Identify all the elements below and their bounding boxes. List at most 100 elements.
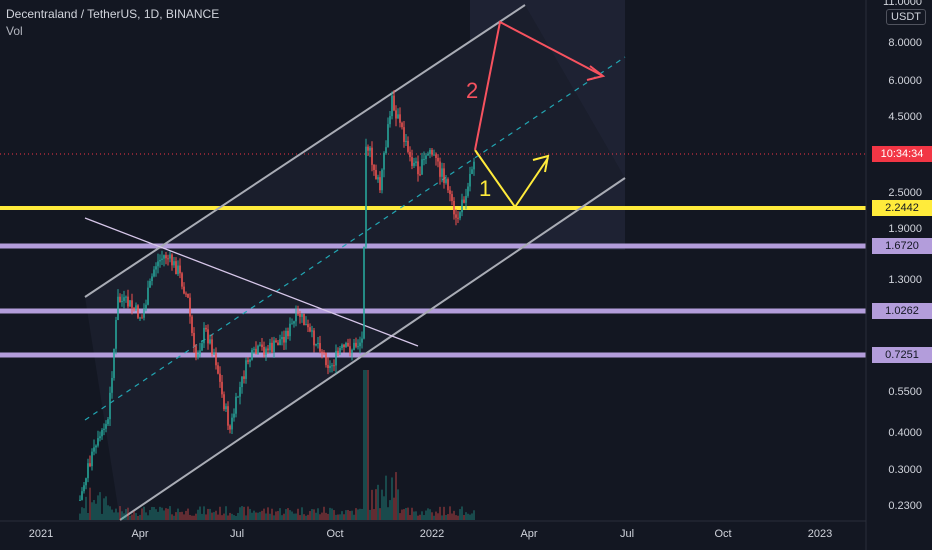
candle-body [95, 445, 97, 448]
volume-bar [421, 511, 423, 520]
candle-body [135, 305, 137, 310]
volume-bar [307, 514, 309, 520]
candle-body [125, 296, 127, 298]
volume-bar [131, 514, 133, 520]
candle-body [117, 296, 119, 321]
candle-body [109, 392, 111, 420]
candle-body [403, 127, 405, 142]
candle-body [141, 317, 143, 319]
candle-body [383, 153, 385, 170]
volume-bar [125, 509, 127, 520]
candle-body [393, 95, 395, 111]
price-tick: 0.3000 [888, 464, 922, 476]
currency-button[interactable]: USDT [886, 9, 926, 25]
scenario-2-path[interactable] [474, 20, 604, 151]
candle-body [197, 354, 199, 358]
candle-body [323, 352, 325, 354]
volume-bar [187, 508, 189, 520]
candle-body [233, 413, 235, 418]
volume-bar [127, 507, 129, 520]
downtrend-line[interactable] [84, 217, 419, 347]
volume-bar [165, 508, 167, 520]
candle-body [225, 406, 227, 410]
volume-bar [123, 513, 125, 520]
volume-bar [237, 512, 239, 520]
candle-body [315, 343, 317, 346]
volume-bar [81, 507, 83, 520]
candle-body [289, 323, 291, 337]
candle-body [105, 424, 107, 429]
volume-bar [147, 515, 149, 520]
price-tick: 6.0000 [888, 75, 922, 87]
channel-lower-line[interactable] [119, 177, 626, 521]
volume-bar [311, 509, 313, 520]
candle-body [453, 200, 455, 215]
volume-bar [79, 513, 81, 520]
candle-body [425, 155, 427, 160]
volume-bar [111, 509, 113, 520]
candle-body [277, 342, 279, 346]
volume-bar [211, 512, 213, 520]
candle-body [305, 324, 307, 326]
scenario-1-path[interactable] [474, 149, 549, 209]
volume-bar [303, 514, 305, 520]
chart-legend[interactable]: Decentraland / TetherUS, 1D, BINANCE Vol [6, 6, 219, 40]
volume-bar [425, 510, 427, 520]
volume-bar [401, 509, 403, 520]
candle-body [395, 110, 397, 119]
candle-body [203, 327, 205, 344]
candle-body [365, 146, 367, 247]
volume-bar [227, 515, 229, 520]
symbol-title[interactable]: Decentraland / TetherUS, 1D, BINANCE [6, 7, 220, 21]
volume-bar [167, 508, 169, 520]
volume-bar [85, 496, 87, 520]
volume-bar [83, 508, 85, 520]
candle-body [89, 463, 91, 467]
volume-bar [121, 511, 123, 520]
candle-body [467, 186, 469, 196]
scenario-2-arrowhead [586, 65, 606, 81]
volume-bar [379, 508, 381, 520]
volume-bar [161, 507, 163, 520]
volume-bar [315, 512, 317, 520]
volume-label[interactable]: Vol [6, 24, 23, 38]
volume-bar [289, 510, 291, 520]
volume-bar [345, 510, 347, 520]
candle-body [99, 436, 101, 439]
candle-body [375, 169, 377, 180]
candle-body [409, 151, 411, 158]
candle-body [215, 353, 217, 366]
volume-bar [319, 514, 321, 520]
candle-body [337, 350, 339, 354]
volume-bar [195, 513, 197, 520]
volume-bar [105, 496, 107, 520]
time-tick: Apr [520, 528, 538, 540]
channel-upper-line[interactable] [84, 4, 526, 298]
channel-midline[interactable] [84, 56, 626, 421]
volume-bar [389, 500, 391, 520]
candle-body [397, 114, 399, 119]
candle-body [457, 217, 459, 219]
candle-body [431, 149, 433, 155]
volume-bar [149, 509, 151, 520]
candle-body [275, 340, 277, 343]
volume-bar [177, 508, 179, 520]
volume-bar [363, 370, 365, 520]
candle-body [293, 321, 295, 324]
volume-bar [133, 511, 135, 520]
candle-body [155, 266, 157, 270]
volume-bar [93, 499, 95, 520]
candle-body [421, 159, 423, 175]
candle-body [153, 269, 155, 277]
candle-body [223, 394, 225, 410]
volume-bar [317, 508, 319, 520]
volume-bar [395, 472, 397, 520]
volume-bar [179, 512, 181, 520]
volume-bar [217, 514, 219, 520]
volume-bar [295, 513, 297, 520]
volume-bar [461, 506, 463, 520]
candle-body [327, 365, 329, 369]
candle-body [269, 342, 271, 351]
candle-body [297, 313, 299, 315]
